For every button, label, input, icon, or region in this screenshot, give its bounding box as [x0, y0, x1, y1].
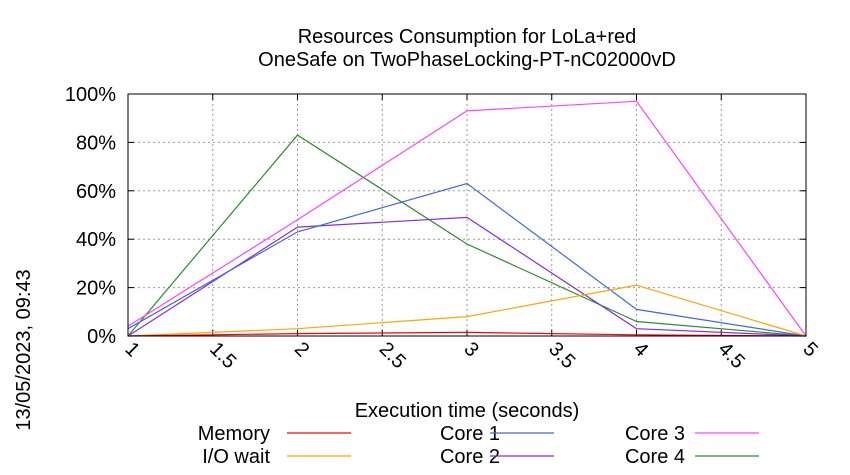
x-tick-label: 4 [629, 338, 652, 361]
series-lines [127, 100, 807, 337]
x-tick-label: 2 [290, 338, 313, 361]
x-tick-label: 1.5 [205, 338, 240, 373]
y-tick-label: 0% [87, 326, 116, 348]
x-axis-label: Execution time (seconds) [355, 400, 580, 422]
x-tick-label: 5 [798, 338, 821, 361]
series-line-core-4 [127, 134, 807, 337]
series-line-core-1 [127, 182, 807, 337]
y-axis-ticks: 0% 20% 40% 60% 80% 100% [65, 84, 806, 348]
legend-label-memory: Memory [198, 423, 270, 445]
x-tick-label: 2.5 [375, 338, 410, 373]
legend-label-i-o-wait: I/O wait [202, 446, 270, 468]
series-line-core-3 [127, 100, 807, 337]
y-tick-label: 80% [76, 132, 116, 154]
y-tick-label: 100% [65, 84, 116, 106]
plot-border [127, 93, 807, 337]
y-tick-label: 20% [76, 278, 116, 300]
legend-label-core-2: Core 2 [440, 446, 500, 468]
y-tick-label: 60% [76, 181, 116, 203]
legend-label-core-4: Core 4 [625, 446, 685, 468]
legend-label-core-1: Core 1 [440, 423, 500, 445]
timestamp-label: 13/05/2023, 09:43 [13, 269, 35, 430]
chart-subtitle: OneSafe on TwoPhaseLocking-PT-nC02000vD [258, 49, 676, 71]
x-tick-label: 3 [459, 338, 482, 361]
series-line-core-2 [127, 216, 807, 337]
x-tick-label: 3.5 [544, 338, 579, 373]
x-tick-label: 1 [120, 338, 143, 361]
series-line-memory [127, 331, 807, 337]
chart-title: Resources Consumption for LoLa+red [298, 26, 637, 48]
legend-label-core-3: Core 3 [625, 423, 685, 445]
grid-lines [128, 94, 806, 336]
series-line-i-o-wait [127, 284, 807, 337]
x-tick-label: 4.5 [714, 338, 749, 373]
y-tick-label: 40% [76, 229, 116, 251]
